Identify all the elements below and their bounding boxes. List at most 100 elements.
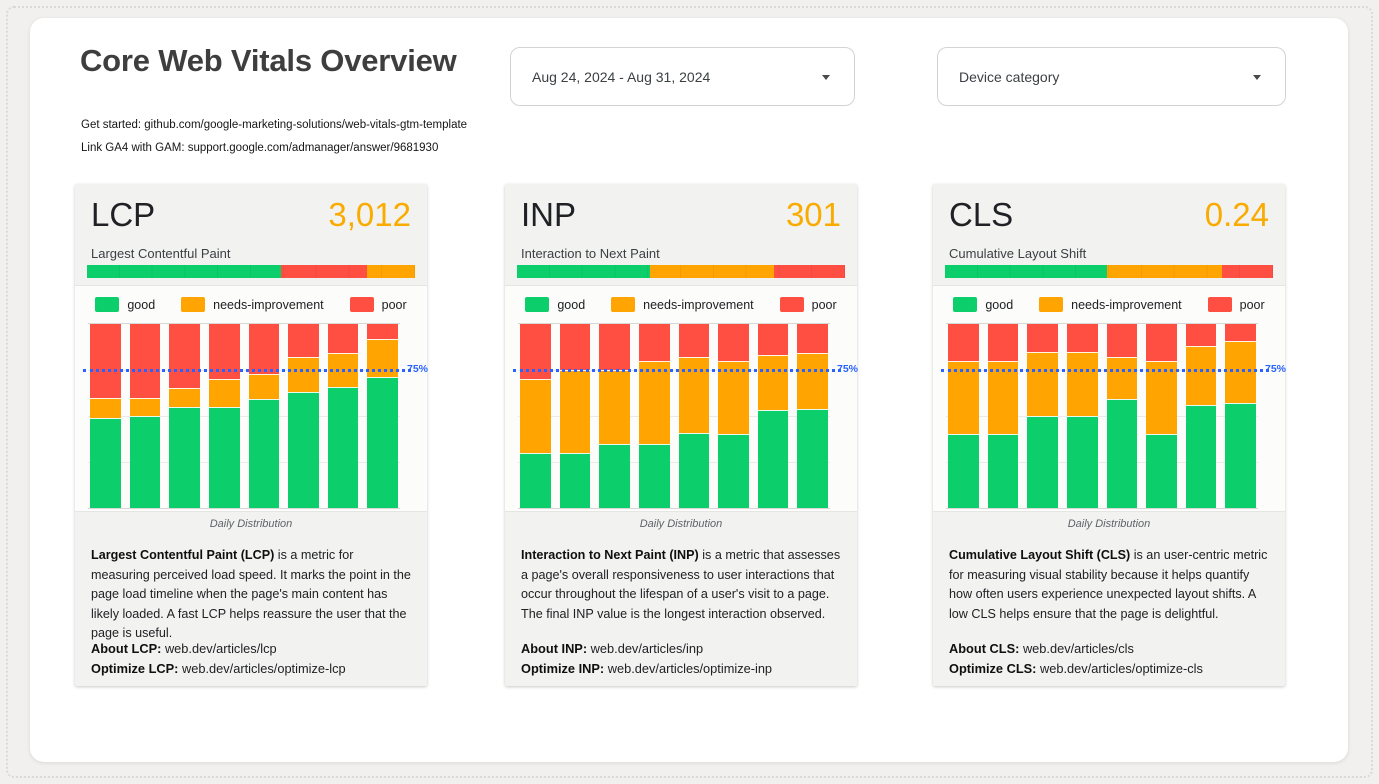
reference-line-75 — [941, 369, 1269, 372]
device-category-filter[interactable]: Device category — [937, 47, 1286, 106]
bars-container — [946, 324, 1258, 508]
chart-caption: Daily Distribution — [639, 518, 723, 530]
optimize-label: Optimize CLS: — [949, 661, 1037, 676]
legend-item-good: good — [525, 297, 585, 312]
chart-bar — [1185, 324, 1217, 508]
reference-line-label: 75% — [836, 363, 858, 375]
bar-segment-needs-improvement — [288, 357, 319, 393]
bar-segment-poor — [559, 324, 591, 370]
daily-distribution-chart: good needs-improvement poor 75% — [75, 285, 428, 512]
legend-swatch-good — [525, 297, 550, 312]
legend-label: poor — [381, 297, 407, 312]
metric-value: 0.24 — [1204, 196, 1269, 233]
summary-segment-needs-improvement — [367, 265, 415, 278]
bar-segment-good — [559, 452, 591, 508]
chart-bar — [1027, 324, 1058, 508]
legend-item-poor: poor — [1207, 297, 1265, 312]
about-url: web.dev/articles/inp — [590, 641, 704, 656]
metric-links: About LCP: web.dev/articles/lcp Optimize… — [91, 639, 411, 679]
bar-segment-needs-improvement — [1066, 351, 1098, 416]
about-url: web.dev/articles/lcp — [164, 641, 277, 656]
bar-segment-poor — [757, 324, 789, 356]
chart-legend: good needs-improvement poor — [75, 297, 427, 312]
daily-distribution-chart: good needs-improvement poor 75% — [505, 285, 858, 512]
summary-distribution-bar — [945, 265, 1273, 278]
bar-segment-good — [90, 417, 121, 508]
bar-segment-poor — [90, 324, 121, 398]
bar-segment-poor — [718, 324, 749, 361]
get-started-link: Get started: github.com/google-marketing… — [81, 119, 468, 131]
bar-segment-needs-improvement — [1106, 357, 1138, 400]
bar-segment-poor — [367, 324, 398, 339]
bar-segment-good — [1066, 415, 1098, 508]
bar-segment-good — [169, 406, 200, 508]
chevron-down-icon — [822, 74, 830, 80]
bar-segment-needs-improvement — [757, 355, 789, 411]
bar-segment-poor — [987, 324, 1019, 361]
chart-bar — [288, 324, 319, 508]
chart-bar — [599, 324, 630, 508]
metric-description-bold: Largest Contentful Paint (LCP) — [91, 548, 275, 562]
metric-name: CLS — [949, 196, 1014, 233]
bar-segment-needs-improvement — [599, 370, 630, 444]
chart-bar — [757, 324, 789, 508]
legend-swatch-poor — [779, 297, 804, 312]
about-label: About CLS: — [949, 641, 1020, 656]
summary-segment-poor — [280, 265, 368, 278]
chart-legend: good needs-improvement poor — [505, 297, 857, 312]
metric-card-lcp: LCP 3,012 Largest Contentful Paint good … — [75, 184, 428, 686]
summary-segment-good — [87, 265, 281, 278]
bar-segment-good — [248, 399, 280, 508]
reference-line-75 — [83, 369, 411, 372]
optimize-line: Optimize CLS: web.dev/articles/optimize-… — [949, 659, 1269, 679]
bars-container — [518, 324, 830, 508]
chart-legend: good needs-improvement poor — [933, 297, 1285, 312]
bar-segment-poor — [1106, 324, 1138, 358]
page-title: Core Web Vitals Overview — [80, 43, 457, 78]
bar-segment-poor — [169, 324, 200, 389]
bar-segment-good — [987, 434, 1019, 508]
metric-subtitle: Cumulative Layout Shift — [949, 246, 1087, 261]
summary-segment-poor — [774, 265, 845, 278]
metric-subtitle: Largest Contentful Paint — [91, 246, 231, 261]
bar-segment-needs-improvement — [718, 360, 749, 435]
legend-label: good — [985, 297, 1014, 312]
summary-segment-needs-improvement — [649, 265, 775, 278]
bar-segment-good — [678, 432, 710, 508]
chart-bar — [1106, 324, 1138, 508]
optimize-label: Optimize LCP: — [91, 661, 179, 676]
bar-segment-good — [367, 377, 398, 508]
bar-segment-good — [757, 410, 789, 508]
bar-segment-good — [208, 406, 240, 508]
bar-segment-good — [327, 386, 359, 508]
bar-segment-needs-improvement — [90, 397, 121, 418]
bar-segment-needs-improvement — [129, 397, 161, 416]
bar-segment-poor — [678, 324, 710, 358]
gridline — [946, 462, 1258, 463]
legend-swatch-poor — [349, 297, 374, 312]
about-url: web.dev/articles/cls — [1022, 641, 1134, 656]
bar-segment-poor — [638, 324, 670, 361]
metric-description-bold: Interaction to Next Paint (INP) — [521, 548, 699, 562]
optimize-url: web.dev/articles/optimize-inp — [607, 661, 773, 676]
bar-segment-poor — [248, 324, 280, 374]
legend-label: good — [557, 297, 586, 312]
bar-segment-good — [129, 415, 161, 508]
chart-bar — [129, 324, 161, 508]
bar-segment-poor — [1066, 324, 1098, 352]
reference-line-75 — [513, 369, 841, 372]
metric-card-cls: CLS 0.24 Cumulative Layout Shift good ne… — [933, 184, 1286, 686]
metric-name: INP — [521, 196, 577, 233]
gridline — [88, 462, 400, 463]
metric-description: Interaction to Next Paint (INP) is a met… — [521, 546, 841, 624]
metric-value: 3,012 — [328, 196, 411, 233]
bar-segment-good — [1146, 434, 1177, 508]
date-range-filter[interactable]: Aug 24, 2024 - Aug 31, 2024 — [510, 47, 855, 106]
chart-bar — [559, 324, 591, 508]
bar-segment-poor — [327, 324, 359, 354]
bar-segment-needs-improvement — [559, 370, 591, 453]
chart-bar — [208, 324, 240, 508]
bar-segment-good — [638, 443, 670, 508]
gridline — [518, 416, 830, 417]
legend-item-good: good — [953, 297, 1013, 312]
